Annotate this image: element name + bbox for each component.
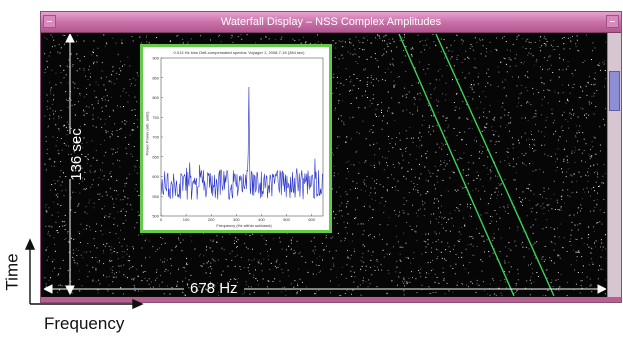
title-bar[interactable]: Waterfall Display – NSS Complex Amplitud… — [41, 12, 621, 33]
inset-xtick-label: 300 — [233, 217, 240, 222]
time-axis-arrowhead — [24, 238, 36, 250]
inset-ytick-label: 750 — [152, 115, 159, 120]
inset-ytick-label: 900 — [152, 56, 159, 61]
waterfall-plot: 136 sec 678 Hz 0.013 Hz bins Drift-compe… — [44, 34, 606, 296]
signal-line-1 — [398, 34, 515, 296]
spectrum-inset: 0.013 Hz bins Drift-compensated spectra:… — [140, 44, 332, 233]
window-title: Waterfall Display – NSS Complex Amplitud… — [220, 16, 442, 28]
inset-xlabel: Frequency (Hz within subband) — [216, 223, 272, 228]
inset-yticks: 500 550 600 650 700 750 800 850 900 — [152, 56, 163, 219]
inset-ytick-label: 600 — [152, 174, 159, 179]
inset-ytick-label: 550 — [152, 194, 159, 199]
inset-xtick-label: 0 — [160, 217, 163, 222]
freq-span-label: 678 Hz — [190, 280, 238, 296]
window-menu-icon[interactable] — [43, 15, 56, 28]
inset-ytick-label: 500 — [152, 214, 159, 219]
inset-xticks: 0 100 200 300 400 500 600 — [160, 214, 316, 222]
scroll-thumb[interactable] — [609, 71, 620, 111]
inset-xtick-label: 200 — [208, 217, 215, 222]
inset-plot: 0 100 200 300 400 500 600 500 550 600 650 700 750 80… — [152, 56, 324, 222]
waterfall-window: Waterfall Display – NSS Complex Amplitud… — [40, 11, 622, 303]
inset-xtick-label: 100 — [183, 217, 190, 222]
minimize-icon[interactable] — [606, 15, 619, 28]
freq-span-arrow — [44, 284, 606, 294]
window-bottom-border — [41, 297, 621, 302]
inset-ytick-label: 850 — [152, 75, 159, 80]
vertical-scrollbar[interactable] — [607, 33, 621, 297]
inset-title: 0.013 Hz bins Drift-compensated spectra:… — [173, 50, 305, 55]
inset-xtick-label: 600 — [308, 217, 315, 222]
inset-xtick-label: 500 — [283, 217, 290, 222]
inset-ytick-label: 700 — [152, 135, 159, 140]
inset-ylabel: Power Power (arb. units) — [144, 111, 150, 156]
time-span-arrow — [65, 34, 75, 296]
inset-ytick-label: 650 — [152, 154, 159, 159]
time-axis-label: Time — [2, 253, 22, 291]
inset-xtick-label: 400 — [258, 217, 265, 222]
spectrum-trace — [160, 86, 324, 200]
inset-ytick-label: 800 — [152, 95, 159, 100]
inset-axes-frame — [160, 57, 324, 217]
signal-line-2 — [435, 34, 555, 296]
time-span-label: 136 sec — [67, 128, 85, 181]
frequency-axis-label: Frequency — [44, 314, 125, 333]
